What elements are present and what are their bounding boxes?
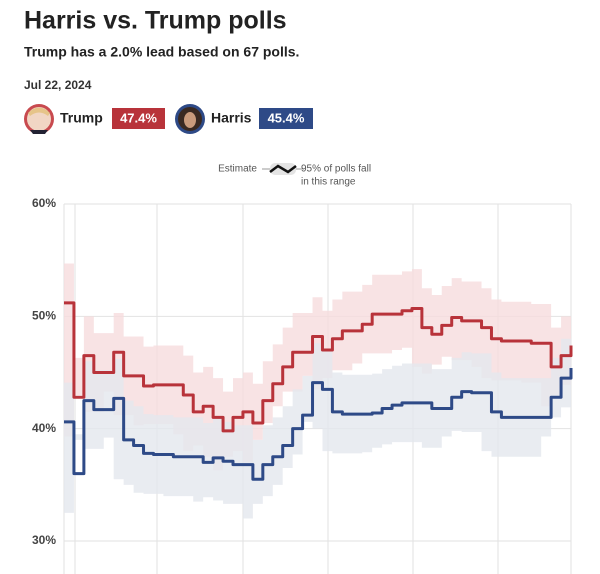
y-tick-label: 50%	[32, 309, 56, 323]
confidence-band	[64, 328, 571, 519]
chart-title: Harris vs. Trump polls	[24, 7, 287, 35]
legend-band-label: in this range	[301, 177, 356, 188]
estimate-line	[64, 368, 573, 481]
harris-avatar	[175, 104, 205, 134]
date: Jul 22, 2024	[24, 78, 92, 92]
legend-swatch	[262, 163, 304, 175]
candidate-name: Trump	[60, 110, 103, 126]
legend-band-label: 95% of polls fall	[301, 164, 371, 175]
estimate-line	[64, 301, 573, 433]
y-tick-label: 30%	[32, 533, 56, 547]
y-tick-label: 60%	[32, 196, 56, 210]
trump-avatar	[24, 104, 54, 134]
value-badge	[112, 108, 165, 129]
value-badge	[259, 108, 313, 129]
y-tick-label: 40%	[32, 421, 56, 435]
subtitle: Trump has a 2.0% lead based on 67 polls.	[24, 44, 299, 60]
value-badge-label: 45.4%	[268, 110, 305, 125]
value-badge-label: 47.4%	[120, 110, 157, 125]
candidate-name: Harris	[211, 110, 252, 126]
legend-line-label: Estimate	[218, 164, 257, 175]
